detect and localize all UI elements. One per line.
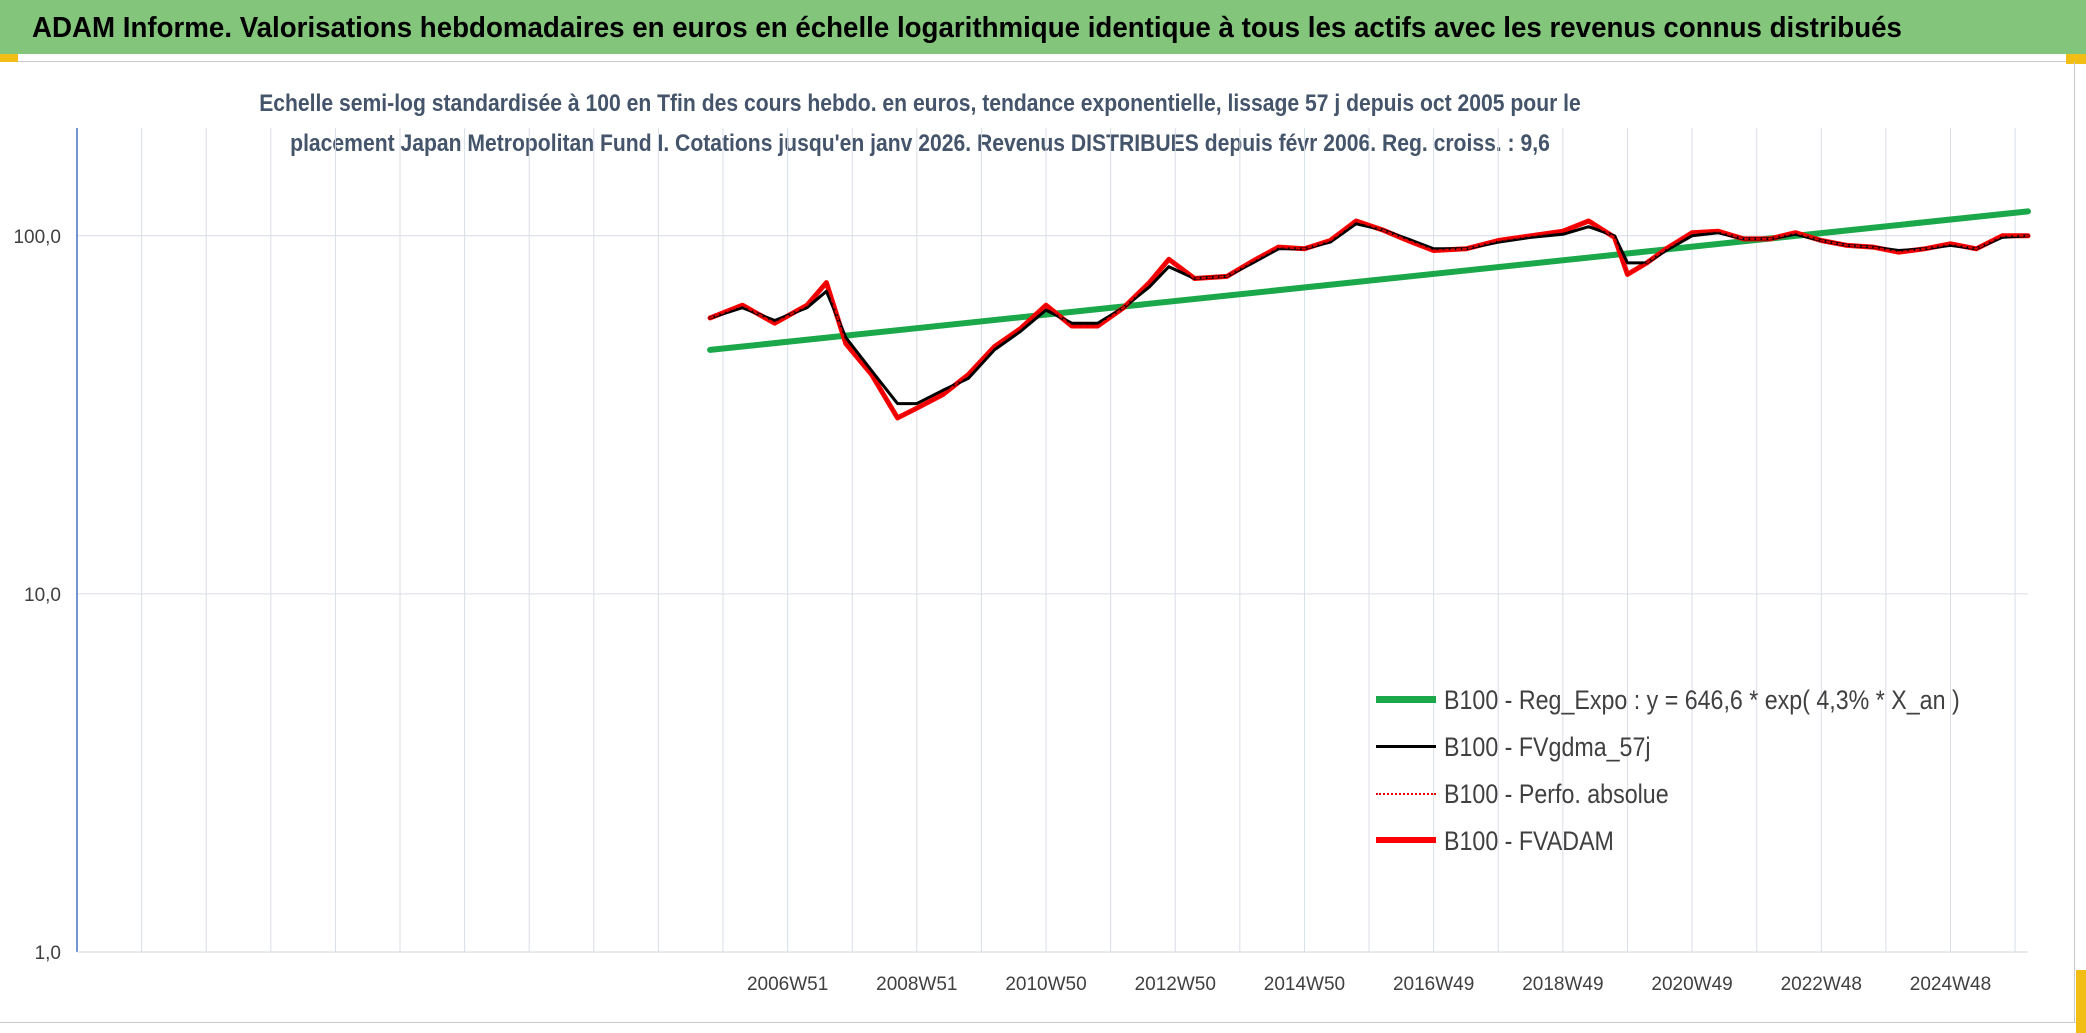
- x-tick-label: 2018W49: [1522, 974, 1603, 995]
- legend-label-reg-expo: B100 - Reg_Expo : y = 646,6 * exp( 4,3% …: [1444, 685, 1960, 715]
- legend-label-fvadam: B100 - FVADAM: [1444, 826, 1614, 856]
- frame-bottom-line: [0, 1022, 2076, 1023]
- series-fvgdma-line: [708, 222, 2030, 406]
- legend-label-perfo-absolue: B100 - Perfo. absolue: [1444, 779, 1669, 809]
- legend-swatch-fvadam: [1376, 837, 1436, 843]
- x-tick-label: 2016W49: [1393, 974, 1474, 995]
- corner-accent-top-left: [0, 54, 18, 62]
- frame-right-line: [2074, 62, 2075, 1022]
- x-tick-label: 2006W51: [747, 974, 828, 995]
- header-bar: ADAM Informe. Valorisations hebdomadaire…: [0, 0, 2086, 54]
- chart-title: Echelle semi-log standardisée à 100 en T…: [130, 84, 1710, 164]
- x-tick-label: 2014W50: [1264, 974, 1345, 995]
- x-tick-label: 2020W49: [1651, 974, 1732, 995]
- y-tick-label: 1,0: [35, 943, 61, 964]
- corner-accent-top-right: [2066, 54, 2086, 64]
- x-tick-label: 2008W51: [876, 974, 957, 995]
- page-title: ADAM Informe. Valorisations hebdomadaire…: [32, 12, 1902, 44]
- chart-legend: B100 - Reg_Expo : y = 646,6 * exp( 4,3% …: [1372, 680, 1992, 870]
- legend-swatch-perfo-absolue: [1376, 793, 1436, 795]
- legend-swatch-fvgdma: [1376, 745, 1436, 748]
- x-tick-label: 2024W48: [1910, 974, 1991, 995]
- legend-label-fvgdma: B100 - FVgdma_57j: [1444, 732, 1651, 762]
- chart-title-line-1: Echelle semi-log standardisée à 100 en T…: [259, 90, 1581, 117]
- x-tick-label: 2010W50: [1005, 974, 1086, 995]
- legend-swatch-reg-expo: [1376, 696, 1436, 703]
- frame-top-line: [18, 61, 2066, 62]
- x-tick-label: 2022W48: [1781, 974, 1862, 995]
- chart-title-line-2: placement Japan Metropolitan Fund I. Cot…: [290, 130, 1550, 157]
- y-tick-label: 10,0: [24, 585, 61, 606]
- corner-accent-bottom-right: [2076, 970, 2086, 1033]
- x-tick-label: 2012W50: [1135, 974, 1216, 995]
- series-perfo-absolue-line: [709, 220, 2029, 419]
- y-tick-label: 100,0: [13, 227, 61, 248]
